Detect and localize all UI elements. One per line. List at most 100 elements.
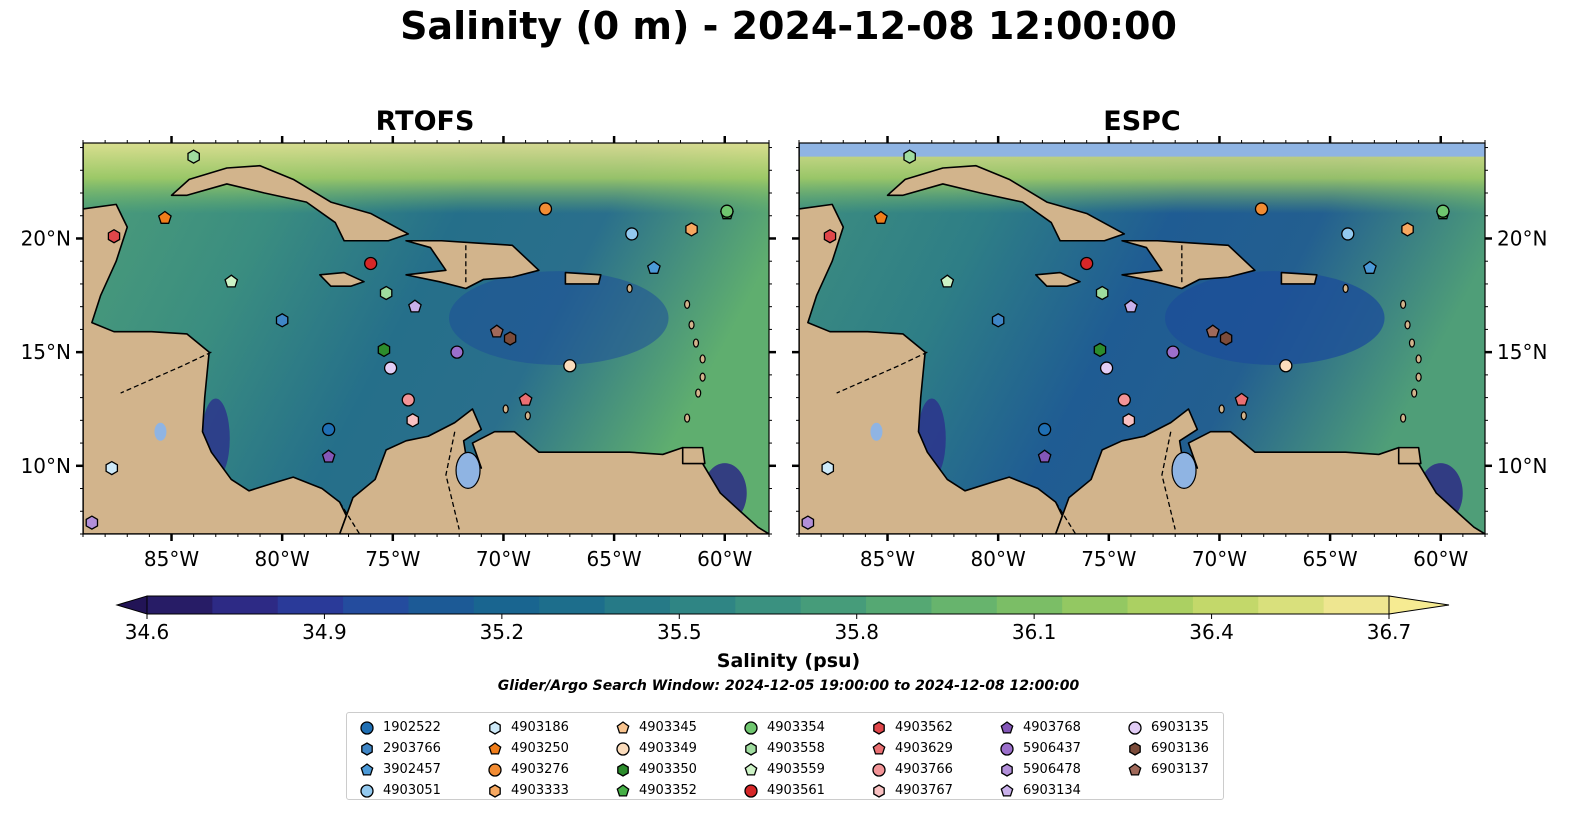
hexagon-icon xyxy=(1001,762,1013,777)
float-marker-4903766 xyxy=(401,393,415,407)
pentagon-icon xyxy=(616,720,630,734)
lake-maracaibo xyxy=(1171,451,1197,489)
legend-label: 1902522 xyxy=(383,720,441,735)
float-marker-6903134 xyxy=(408,299,422,313)
legend-column: 4903354 4903558 4903559 4903561 xyxy=(743,717,825,801)
legend-marker xyxy=(1128,762,1142,776)
float-marker-4903767 xyxy=(1122,413,1136,428)
country-border xyxy=(836,351,928,394)
lon-tick-label: 85°W xyxy=(144,547,199,571)
lon-tick-label: 80°W xyxy=(971,547,1026,571)
pentagon-icon xyxy=(360,762,374,776)
lat-tick-label: 10°N xyxy=(21,454,71,478)
float-marker-4903354 xyxy=(1436,204,1450,218)
country-border xyxy=(120,351,212,394)
float-marker-6903137 xyxy=(489,324,504,338)
legend-marker xyxy=(744,783,758,798)
legend-marker xyxy=(1000,783,1014,797)
legend-label: 4903562 xyxy=(895,720,953,735)
legend-label: 4903629 xyxy=(895,741,953,756)
legend-entry: 4903350 xyxy=(615,759,697,780)
country-border xyxy=(445,431,460,530)
colorbar-segment xyxy=(800,596,867,614)
panel-title-espc: ESPC xyxy=(1103,106,1181,137)
legend-marker xyxy=(616,741,630,756)
legend-label: 4903767 xyxy=(895,783,953,798)
float-marker-4903559 xyxy=(224,274,239,288)
float-marker-4903276 xyxy=(1254,202,1269,216)
lon-tick-label: 75°W xyxy=(1081,547,1136,571)
lon-tick-label: 80°W xyxy=(255,547,310,571)
legend-marker xyxy=(617,762,629,777)
small-island xyxy=(1342,283,1349,294)
legend-entry: 4903558 xyxy=(743,738,825,759)
colorbar-segment xyxy=(669,596,736,614)
legend-label: 4903051 xyxy=(383,783,441,798)
colorbar-segment xyxy=(735,596,802,614)
colorbar-extend-max xyxy=(1388,595,1450,615)
legend-label: 2903766 xyxy=(383,741,441,756)
legend-label: 6903136 xyxy=(1151,741,1209,756)
legend-label: 4903354 xyxy=(767,720,825,735)
legend-marker xyxy=(361,741,373,756)
legend-entry: 6903134 xyxy=(999,780,1081,801)
small-island xyxy=(1411,388,1418,398)
float-marker-4903558 xyxy=(187,149,200,164)
float-marker-4903250 xyxy=(873,210,888,224)
land-jamaica xyxy=(318,271,365,288)
float-marker-4903562 xyxy=(107,228,121,244)
hexagon-icon xyxy=(745,741,757,756)
land-puertorico xyxy=(1280,271,1318,285)
colorbar-segment xyxy=(473,596,540,614)
colorbar-segment xyxy=(1062,596,1129,614)
small-island xyxy=(524,411,531,421)
circle-icon xyxy=(616,741,630,756)
legend-label: 4903250 xyxy=(511,741,569,756)
map-panel-rtofs: 85°W 80°W 75°W 70°W 65°W 60°W 20°N 15°N 10°N xyxy=(21,136,776,571)
float-marker-2903766 xyxy=(275,313,289,328)
hexagon-icon xyxy=(489,783,501,798)
lat-tick-label: 15°N xyxy=(21,340,71,364)
small-island xyxy=(699,354,706,364)
legend-marker xyxy=(489,720,501,735)
legend-marker xyxy=(488,762,502,777)
colorbar-segment xyxy=(1192,596,1259,614)
hexagon-icon xyxy=(489,720,501,735)
legend-marker xyxy=(744,720,758,735)
colorbar-segment xyxy=(1323,596,1390,614)
legend-marker xyxy=(489,783,501,798)
legend-label: 4903352 xyxy=(639,783,697,798)
small-island xyxy=(684,413,691,423)
float-marker-4903250 xyxy=(157,210,172,224)
float-marker-4903768 xyxy=(321,449,336,463)
float-marker-3902457 xyxy=(646,260,661,274)
land-jamaica xyxy=(1034,271,1081,288)
panel-title-rtofs: RTOFS xyxy=(375,106,475,137)
hexagon-icon xyxy=(617,762,629,777)
float-marker-4903349 xyxy=(563,359,577,373)
colorbar-segment xyxy=(539,596,606,614)
small-island xyxy=(695,388,702,398)
legend-marker xyxy=(873,720,885,735)
float-markers-rtofs xyxy=(85,149,734,530)
small-island xyxy=(1400,413,1407,423)
legend-marker xyxy=(1001,762,1013,777)
legend-marker xyxy=(360,783,374,798)
legend-label: 4903345 xyxy=(639,720,697,735)
float-marker-4903766 xyxy=(1117,393,1131,407)
pentagon-icon xyxy=(1000,720,1014,734)
legend-label: 4903558 xyxy=(767,741,825,756)
float-marker-6903134 xyxy=(1124,299,1138,313)
legend-entry: 4903354 xyxy=(743,717,825,738)
legend-marker xyxy=(1128,720,1142,735)
float-marker-4903558 xyxy=(1095,285,1109,301)
float-marker-4903629 xyxy=(518,392,533,406)
legend-marker xyxy=(745,741,757,756)
colorbar-segment xyxy=(1127,596,1194,614)
lake-nicaragua xyxy=(870,422,883,441)
pentagon-icon xyxy=(872,741,886,755)
float-marker-4903561 xyxy=(1080,256,1094,271)
legend-entry: 4903768 xyxy=(999,717,1081,738)
colorbar-segment xyxy=(408,596,475,614)
colorbar xyxy=(115,595,1450,619)
